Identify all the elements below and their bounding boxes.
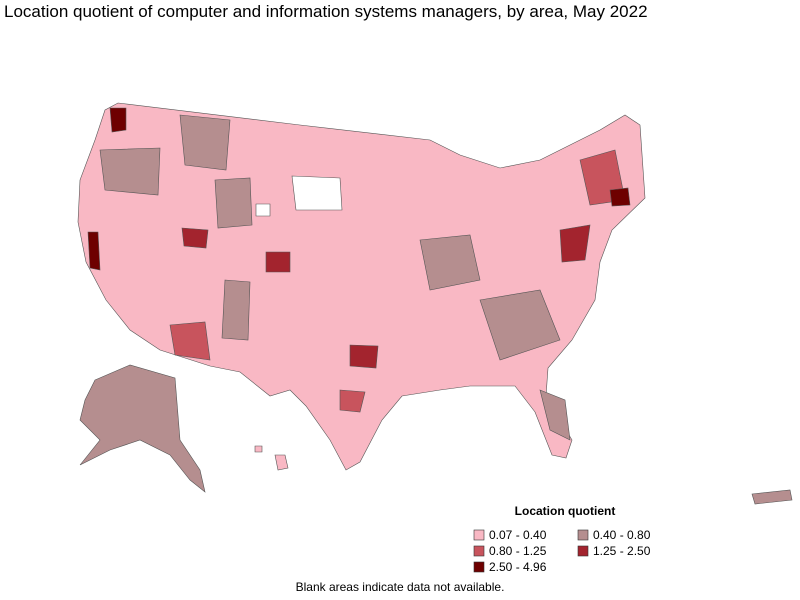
region — [99, 147, 161, 196]
region — [419, 234, 481, 291]
legend-swatch — [473, 561, 485, 573]
legend-swatch — [577, 529, 589, 541]
hawaii — [254, 445, 263, 453]
legend-label: 0.80 - 1.25 — [489, 544, 547, 558]
legend-label: 2.50 - 4.96 — [489, 560, 547, 574]
region — [339, 389, 366, 413]
region — [539, 389, 571, 441]
region — [214, 177, 253, 229]
region — [181, 227, 209, 249]
region — [349, 344, 379, 369]
legend-swatch — [473, 545, 485, 557]
region — [479, 289, 561, 361]
title: Location quotient of computer and inform… — [4, 2, 648, 21]
blank-area — [255, 203, 271, 217]
hawaii — [274, 454, 289, 471]
legend-label: 0.07 - 0.40 — [489, 528, 547, 542]
legend-label: 0.40 - 0.80 — [593, 528, 651, 542]
legend: 0.07 - 0.40 0.40 - 0.80 0.80 - 1.25 1.25 - … — [473, 528, 651, 574]
region — [265, 251, 291, 273]
region — [179, 114, 231, 171]
region — [609, 187, 631, 207]
region — [221, 279, 251, 341]
legend-label: 1.25 - 2.50 — [593, 544, 651, 558]
region — [169, 321, 211, 361]
region — [87, 231, 101, 271]
region — [559, 224, 591, 263]
legend-swatch — [577, 545, 589, 557]
legend-title: Location quotient — [515, 504, 616, 518]
map — [77, 102, 793, 505]
puerto-rico — [751, 489, 793, 505]
blank-area — [291, 175, 343, 211]
legend-swatch — [473, 529, 485, 541]
region — [109, 107, 127, 133]
alaska — [79, 364, 206, 493]
footnote: Blank areas indicate data not available. — [296, 580, 505, 594]
